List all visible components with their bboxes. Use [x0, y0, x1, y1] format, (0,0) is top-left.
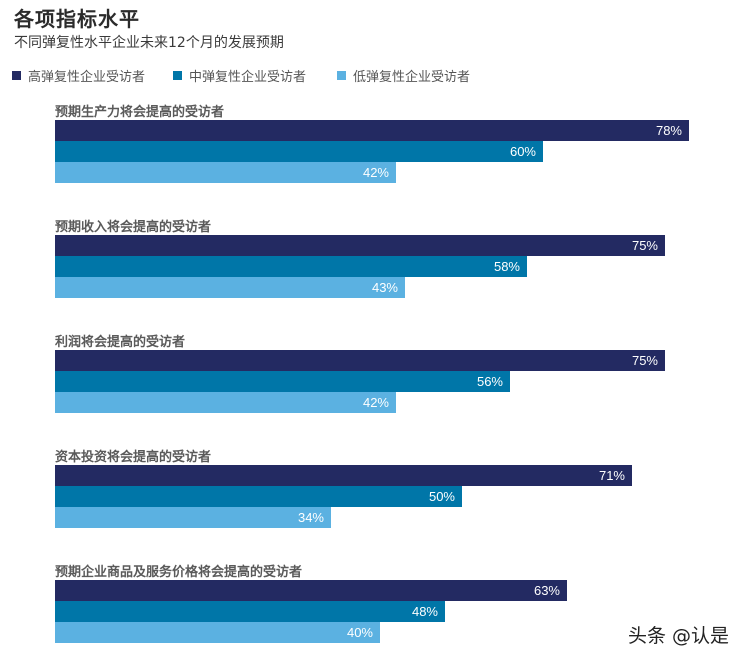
- bar-low: 34%: [55, 507, 331, 528]
- legend-swatch-mid-icon: [173, 71, 182, 80]
- legend-item-mid: 中弹复性企业受访者: [173, 66, 306, 85]
- legend-label-high: 高弹复性企业受访者: [28, 70, 146, 85]
- category-label: 预期生产力将会提高的受访者: [55, 105, 225, 120]
- legend-swatch-high-icon: [12, 71, 21, 80]
- bar-low: 42%: [55, 162, 396, 183]
- category-label: 预期企业商品及服务价格将会提高的受访者: [55, 565, 303, 580]
- category-label: 预期收入将会提高的受访者: [55, 220, 212, 235]
- category-label: 资本投资将会提高的受访者: [55, 450, 212, 465]
- bar-mid: 58%: [55, 256, 527, 277]
- bar-mid: 60%: [55, 141, 543, 162]
- watermark: 头条 @认是: [628, 625, 730, 647]
- bar-high: 71%: [55, 465, 632, 486]
- chart-title: 各项指标水平: [14, 7, 140, 31]
- bar-low: 43%: [55, 277, 405, 298]
- chart-subtitle: 不同弹复性水平企业未来12个月的发展预期: [14, 35, 284, 51]
- bar-mid: 48%: [55, 601, 445, 622]
- bar-high: 63%: [55, 580, 567, 601]
- bar-low: 42%: [55, 392, 396, 413]
- bar-low: 40%: [55, 622, 380, 643]
- legend-item-high: 高弹复性企业受访者: [12, 66, 145, 85]
- legend-item-low: 低弹复性企业受访者: [337, 66, 470, 85]
- legend: 高弹复性企业受访者 中弹复性企业受访者 低弹复性企业受访者: [0, 66, 746, 85]
- legend-label-mid: 中弹复性企业受访者: [189, 70, 307, 85]
- bar-high: 75%: [55, 350, 665, 371]
- bar-high: 75%: [55, 235, 665, 256]
- bar-high: 78%: [55, 120, 689, 141]
- bar-mid: 56%: [55, 371, 510, 392]
- legend-label-low: 低弹复性企业受访者: [353, 70, 471, 85]
- bar-mid: 50%: [55, 486, 462, 507]
- category-label: 利润将会提高的受访者: [55, 335, 186, 350]
- legend-swatch-low-icon: [337, 71, 346, 80]
